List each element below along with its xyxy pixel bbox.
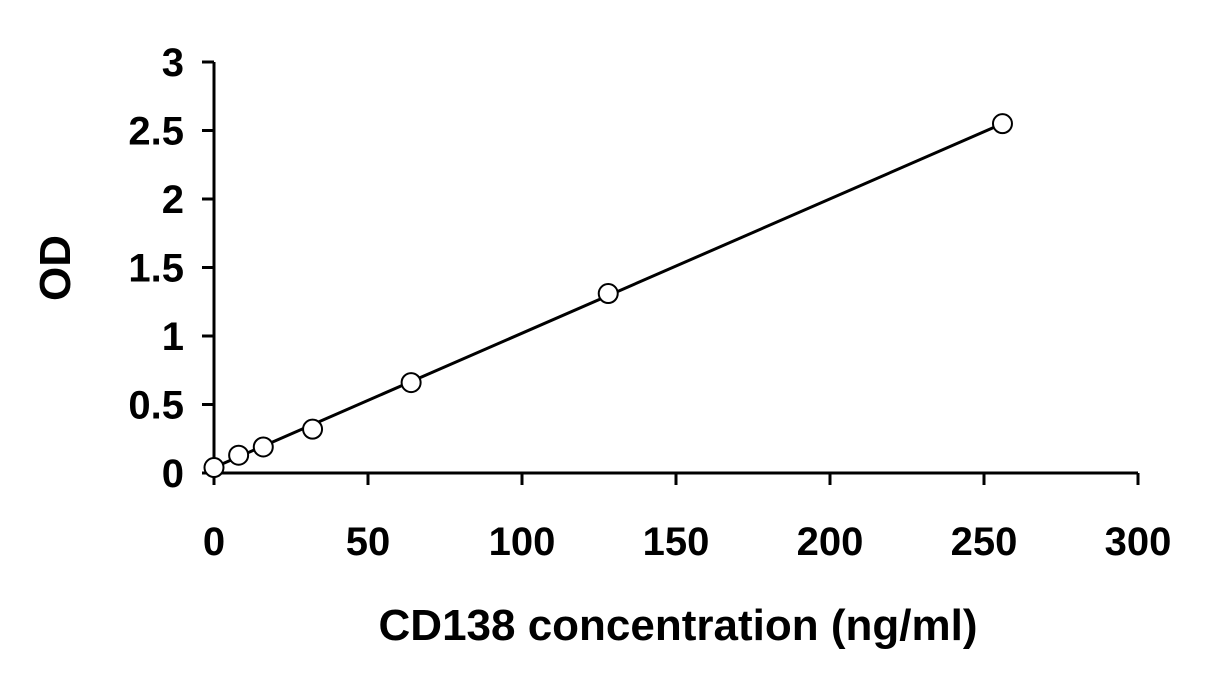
y-tick-label: 0 — [162, 452, 184, 496]
data-points — [203, 113, 1013, 479]
y-tick-label: 2 — [162, 178, 184, 222]
x-tick-label: 150 — [643, 520, 710, 564]
data-point — [302, 418, 324, 440]
y-tick-label: 0.5 — [128, 384, 184, 428]
x-tick-label: 0 — [203, 520, 225, 564]
x-tick-label: 300 — [1105, 520, 1172, 564]
y-tick-label: 1.5 — [128, 247, 184, 291]
ticks — [202, 60, 1140, 485]
tick-labels: 0 50 100 150 200 250 300 0 0.5 1 1.5 2 2.5 3 — [128, 41, 1171, 564]
x-axis-title: CD138 concentration (ng/ml) — [379, 601, 978, 650]
data-point — [991, 113, 1013, 135]
data-point — [228, 444, 250, 466]
y-tick-label: 2.5 — [128, 110, 184, 154]
x-tick-label: 200 — [797, 520, 864, 564]
y-tick-label: 3 — [162, 41, 184, 85]
x-tick-label: 250 — [951, 520, 1018, 564]
x-tick-label: 100 — [489, 520, 556, 564]
y-tick-label: 1 — [162, 315, 184, 359]
x-tick-label: 50 — [346, 520, 391, 564]
data-point — [252, 436, 274, 458]
data-point — [203, 457, 225, 479]
y-axis-title: OD — [31, 235, 80, 301]
data-point — [597, 283, 619, 305]
data-point — [400, 372, 422, 394]
